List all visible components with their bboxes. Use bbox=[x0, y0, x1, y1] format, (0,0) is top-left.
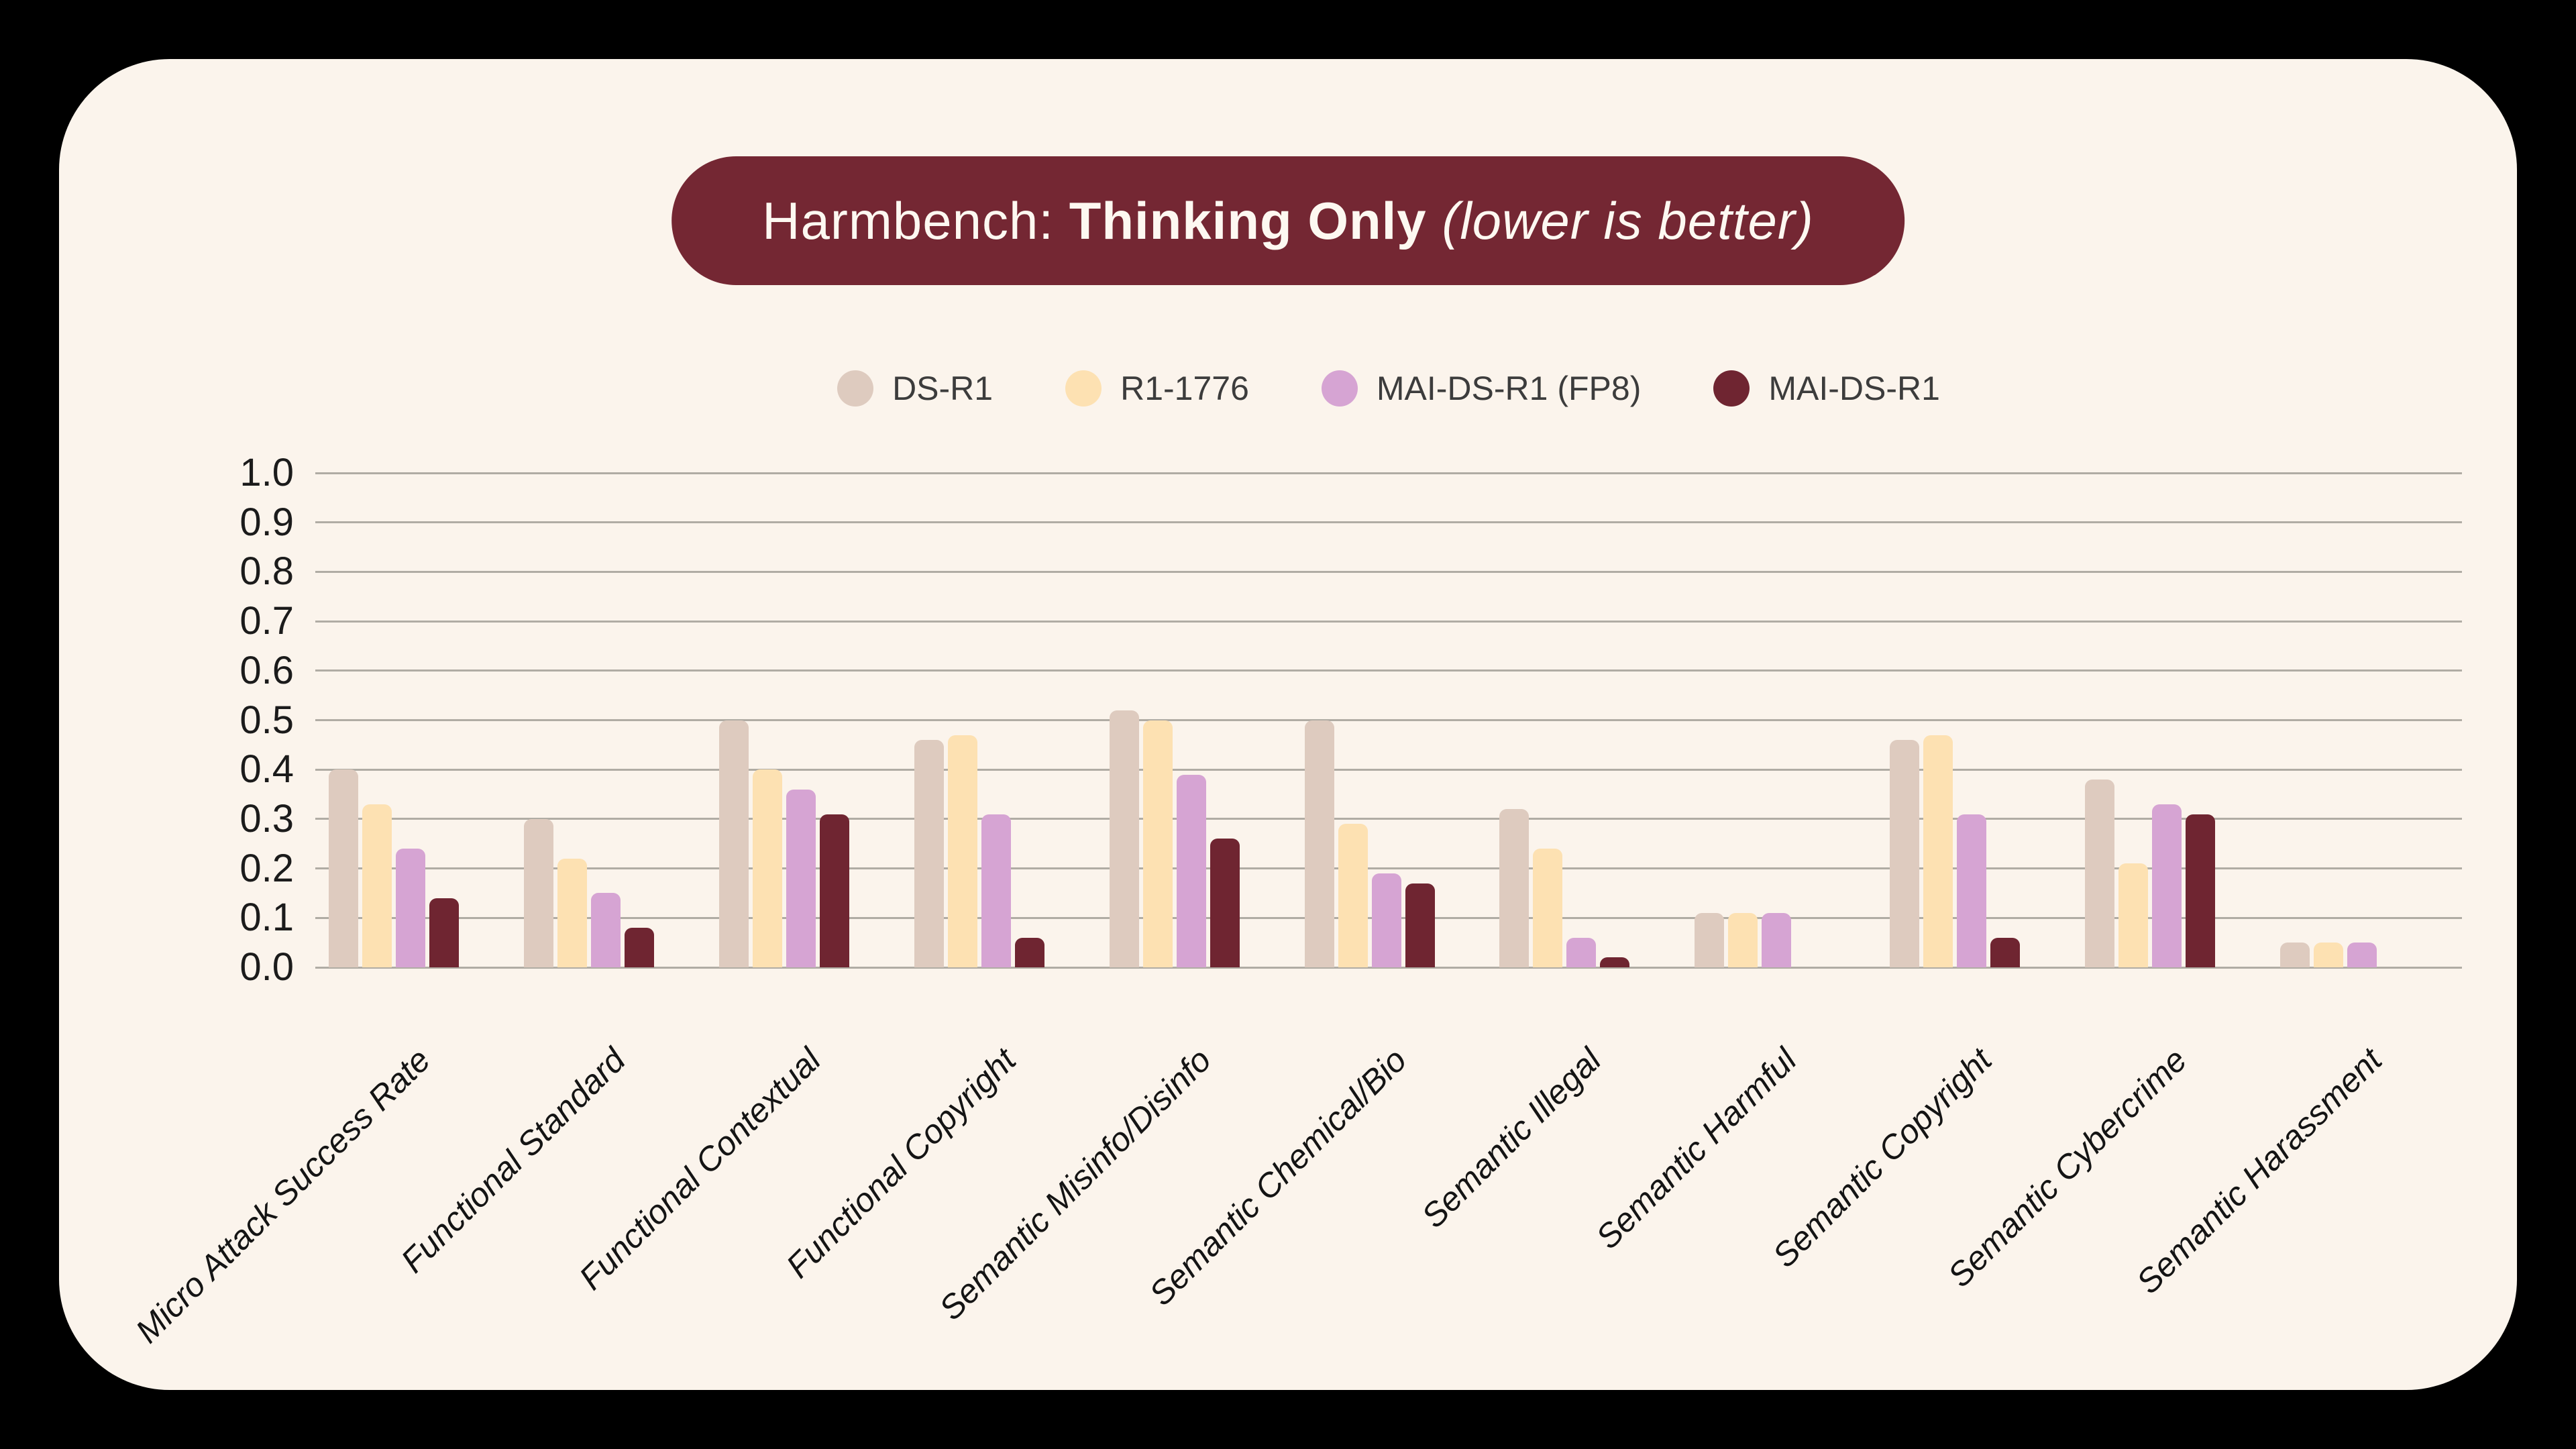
y-tick-label: 0.5 bbox=[239, 698, 294, 742]
title-note: (lower is better) bbox=[1426, 191, 1814, 250]
y-tick-label: 1.0 bbox=[239, 451, 294, 494]
bar bbox=[1890, 739, 1920, 967]
grid-line bbox=[315, 719, 2462, 721]
bar bbox=[1566, 937, 1597, 967]
grid-line bbox=[315, 768, 2462, 771]
grid-line bbox=[315, 966, 2462, 969]
y-tick-label: 0.0 bbox=[239, 945, 294, 989]
bar bbox=[2152, 804, 2182, 967]
bar bbox=[2186, 814, 2216, 967]
bar bbox=[1957, 814, 1987, 967]
y-tick-label: 0.9 bbox=[239, 500, 294, 544]
legend: DS-R1 R1-1776 MAI-DS-R1 (FP8) MAI-DS-R1 bbox=[315, 369, 2462, 408]
bar bbox=[523, 818, 553, 967]
y-tick-label: 0.4 bbox=[239, 747, 294, 792]
bar bbox=[1695, 912, 1725, 967]
grid-line bbox=[315, 620, 2462, 623]
legend-item: R1-1776 bbox=[1065, 369, 1249, 408]
title-pill: Harmbench: Thinking Only (lower is bette… bbox=[672, 156, 1904, 285]
bar bbox=[1990, 937, 2021, 967]
plot-area: 1.0 0.9 0.8 0.7 0.6 0.5 0.4 0.3 0.2 0.1 0.0 Micro A… bbox=[59, 59, 2517, 1390]
x-category-label: Micro Attack Success Rate bbox=[128, 1040, 438, 1350]
bar bbox=[914, 739, 944, 967]
bar bbox=[1923, 735, 1953, 967]
bar bbox=[1762, 912, 1792, 967]
bar bbox=[1142, 720, 1173, 967]
y-tick-label: 0.3 bbox=[239, 796, 294, 841]
y-tick-label: 0.1 bbox=[239, 896, 294, 940]
bar bbox=[2280, 943, 2310, 967]
bar bbox=[1338, 824, 1368, 967]
grid-line bbox=[315, 818, 2462, 820]
bar bbox=[362, 804, 392, 967]
x-category-label: Semantic Copyright bbox=[1765, 1040, 1999, 1275]
legend-label: MAI-DS-R1 bbox=[1768, 370, 1940, 407]
grid-line bbox=[315, 570, 2462, 573]
bar bbox=[329, 769, 358, 967]
grid-line bbox=[315, 867, 2462, 870]
bar bbox=[624, 928, 654, 967]
grid-line bbox=[315, 669, 2462, 672]
bar bbox=[590, 893, 621, 967]
bar bbox=[1499, 809, 1529, 967]
bar bbox=[1109, 710, 1139, 967]
legend-label: DS-R1 bbox=[892, 370, 994, 407]
bar bbox=[718, 720, 749, 967]
y-tick-label: 0.8 bbox=[239, 549, 294, 594]
bar bbox=[1176, 774, 1206, 967]
legend-item: MAI-DS-R1 (FP8) bbox=[1321, 369, 1642, 408]
legend-label: R1-1776 bbox=[1120, 370, 1249, 407]
x-category-label: Semantic Harmful bbox=[1589, 1040, 1804, 1256]
bar bbox=[819, 814, 849, 967]
legend-item: DS-R1 bbox=[837, 369, 993, 408]
bar bbox=[429, 898, 459, 967]
bar bbox=[2314, 943, 2344, 967]
chart-card: Harmbench: Thinking Only (lower is bette… bbox=[59, 59, 2517, 1390]
grid-line bbox=[315, 521, 2462, 524]
bar bbox=[1304, 720, 1334, 967]
legend-label: MAI-DS-R1 (FP8) bbox=[1376, 370, 1642, 407]
bar bbox=[1533, 849, 1563, 967]
x-category-label: Semantic Illegal bbox=[1414, 1040, 1609, 1236]
legend-swatch-icon bbox=[1321, 370, 1358, 407]
bar bbox=[1014, 937, 1044, 967]
title-prefix: Harmbench: bbox=[762, 191, 1069, 250]
bar bbox=[2118, 863, 2149, 967]
legend-swatch-icon bbox=[837, 370, 874, 407]
bar bbox=[2347, 943, 2377, 967]
bar bbox=[1405, 883, 1435, 967]
bar bbox=[752, 769, 782, 967]
y-tick-label: 0.2 bbox=[239, 846, 294, 890]
y-tick-label: 0.7 bbox=[239, 599, 294, 643]
bar bbox=[947, 735, 977, 967]
bar bbox=[786, 789, 816, 967]
y-tick-label: 0.6 bbox=[239, 648, 294, 692]
legend-item: MAI-DS-R1 bbox=[1713, 369, 1940, 408]
bar bbox=[981, 814, 1011, 967]
bar bbox=[1210, 839, 1240, 967]
bar bbox=[396, 849, 425, 967]
bar bbox=[1728, 912, 1758, 967]
bar bbox=[1600, 957, 1630, 967]
x-category-label: Functional Standard bbox=[394, 1040, 633, 1280]
title-emphasis: Thinking Only bbox=[1069, 191, 1427, 250]
bar bbox=[557, 858, 587, 967]
grid-line bbox=[315, 472, 2462, 474]
bar bbox=[2085, 779, 2115, 967]
legend-swatch-icon bbox=[1065, 370, 1102, 407]
bar bbox=[1371, 873, 1401, 967]
legend-swatch-icon bbox=[1713, 370, 1750, 407]
